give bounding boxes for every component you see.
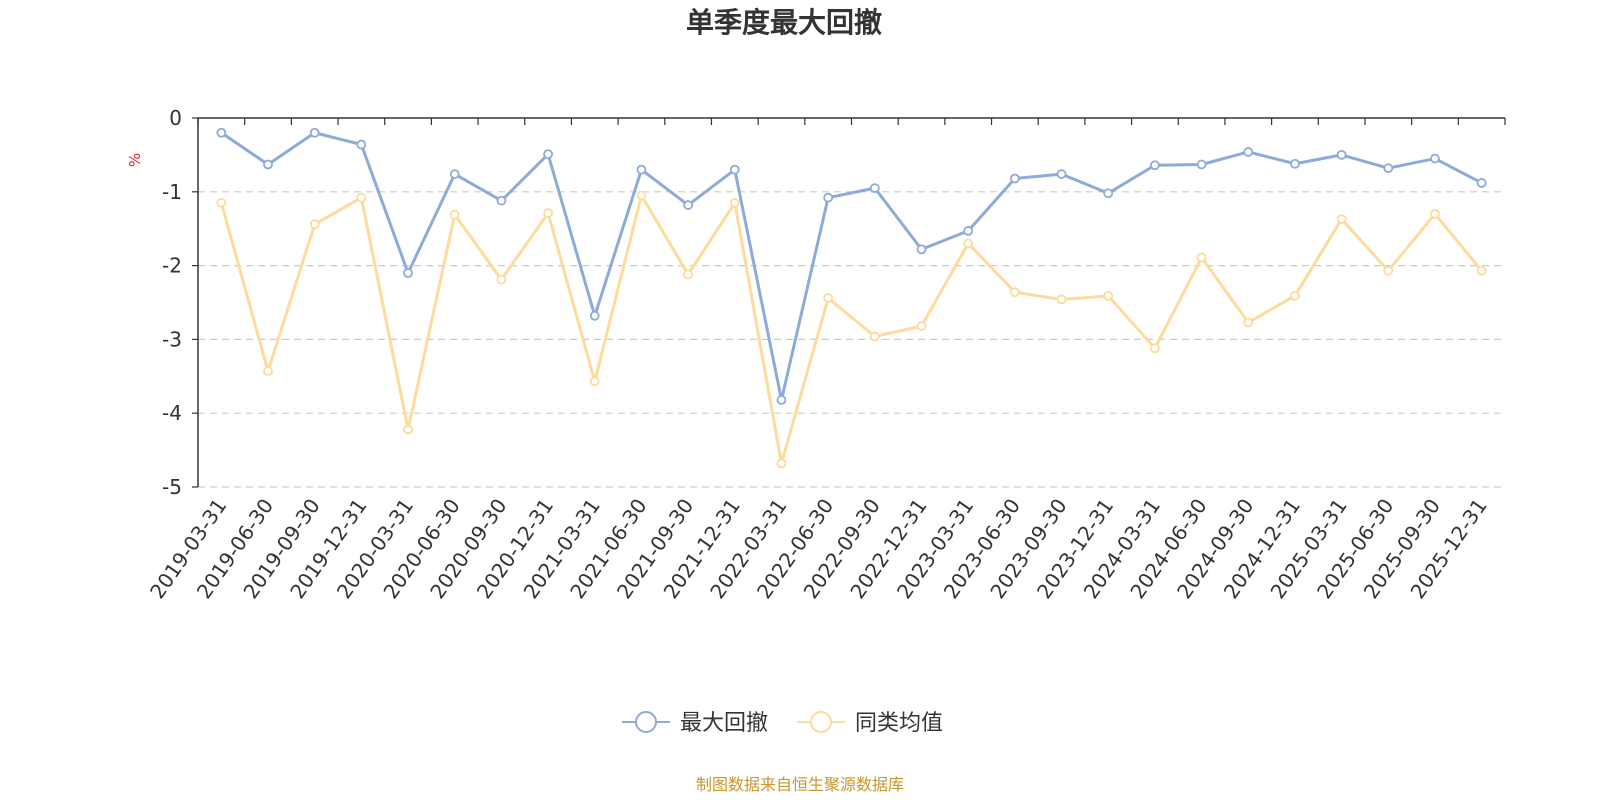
y-tick-labels: 0 -1 -2 -3 -4 -5	[162, 106, 182, 499]
data-point[interactable]	[869, 183, 880, 194]
series-0	[216, 127, 1487, 405]
data-point[interactable]	[1056, 294, 1067, 305]
y-axis-unit: %	[126, 153, 144, 167]
data-point[interactable]	[776, 458, 787, 469]
data-point[interactable]	[543, 149, 553, 160]
data-point[interactable]	[869, 331, 880, 342]
data-point[interactable]	[963, 226, 974, 236]
data-point[interactable]	[1103, 290, 1114, 301]
data-point[interactable]	[356, 139, 367, 150]
data-point[interactable]	[776, 395, 787, 405]
y-tick-label: -3	[162, 327, 182, 351]
data-point[interactable]	[356, 192, 367, 203]
data-point[interactable]	[403, 424, 413, 435]
data-point[interactable]	[1243, 317, 1254, 328]
data-point[interactable]	[1196, 252, 1207, 263]
data-point[interactable]	[636, 190, 647, 201]
data-point[interactable]	[1290, 158, 1300, 169]
data-point[interactable]	[1476, 265, 1487, 276]
data-point[interactable]	[1476, 178, 1487, 188]
data-point[interactable]	[636, 164, 647, 175]
data-point[interactable]	[1009, 287, 1020, 298]
source-note: 制图数据来自恒生聚源数据库	[696, 775, 904, 794]
y-tick-label: -5	[162, 475, 182, 499]
data-point[interactable]	[589, 310, 600, 321]
data-point[interactable]	[449, 169, 460, 179]
data-point[interactable]	[263, 159, 273, 170]
data-point[interactable]	[1150, 160, 1160, 171]
data-point[interactable]	[403, 268, 413, 278]
y-tick-label: -2	[162, 254, 182, 278]
chart-title: 单季度最大回撤	[686, 6, 882, 39]
legend-item[interactable]: 最大回撤	[622, 711, 768, 736]
legend-label: 最大回撤	[680, 711, 768, 736]
data-point[interactable]	[683, 269, 694, 280]
y-tick-label: -4	[162, 401, 182, 425]
data-point[interactable]	[1336, 214, 1347, 225]
data-point[interactable]	[309, 219, 320, 230]
data-point[interactable]	[1430, 209, 1440, 219]
series-line	[220, 131, 1483, 402]
data-point[interactable]	[1243, 147, 1254, 157]
data-point[interactable]	[216, 127, 227, 138]
data-point[interactable]	[916, 244, 927, 255]
legend-swatch-marker	[810, 711, 832, 733]
data-point[interactable]	[963, 238, 974, 249]
data-point[interactable]	[309, 127, 320, 138]
data-point[interactable]	[1056, 169, 1067, 179]
x-tick-labels: 2019-03-312019-06-302019-09-302019-12-31…	[145, 494, 1492, 603]
legend[interactable]: 最大回撤 同类均值	[622, 711, 943, 736]
data-point[interactable]	[1336, 149, 1347, 160]
data-point[interactable]	[729, 197, 740, 208]
data-point[interactable]	[823, 293, 834, 303]
data-point[interactable]	[1383, 265, 1394, 276]
data-point[interactable]	[496, 195, 507, 206]
series-line	[219, 193, 1483, 465]
series-lines	[216, 127, 1487, 469]
legend-label: 同类均值	[855, 711, 943, 736]
data-point[interactable]	[1430, 153, 1440, 164]
data-point[interactable]	[1009, 173, 1020, 184]
legend-item[interactable]: 同类均值	[797, 711, 943, 736]
data-point[interactable]	[1290, 290, 1300, 301]
data-point[interactable]	[1383, 163, 1394, 174]
series-1	[216, 190, 1487, 469]
data-point[interactable]	[449, 209, 460, 220]
data-point[interactable]	[683, 200, 694, 210]
data-point[interactable]	[263, 366, 273, 377]
data-point[interactable]	[1196, 159, 1207, 170]
data-point[interactable]	[1150, 343, 1160, 354]
data-point[interactable]	[916, 321, 927, 332]
data-point[interactable]	[216, 197, 227, 208]
y-tick-label: 0	[169, 106, 182, 130]
data-point[interactable]	[823, 192, 834, 203]
data-point[interactable]	[589, 376, 600, 387]
legend-swatch-marker	[635, 711, 657, 733]
data-point[interactable]	[496, 274, 507, 285]
data-point[interactable]	[543, 208, 553, 219]
data-point[interactable]	[729, 164, 740, 175]
axes	[192, 117, 1506, 488]
y-tick-label: -1	[162, 180, 182, 204]
data-point[interactable]	[1103, 188, 1114, 199]
